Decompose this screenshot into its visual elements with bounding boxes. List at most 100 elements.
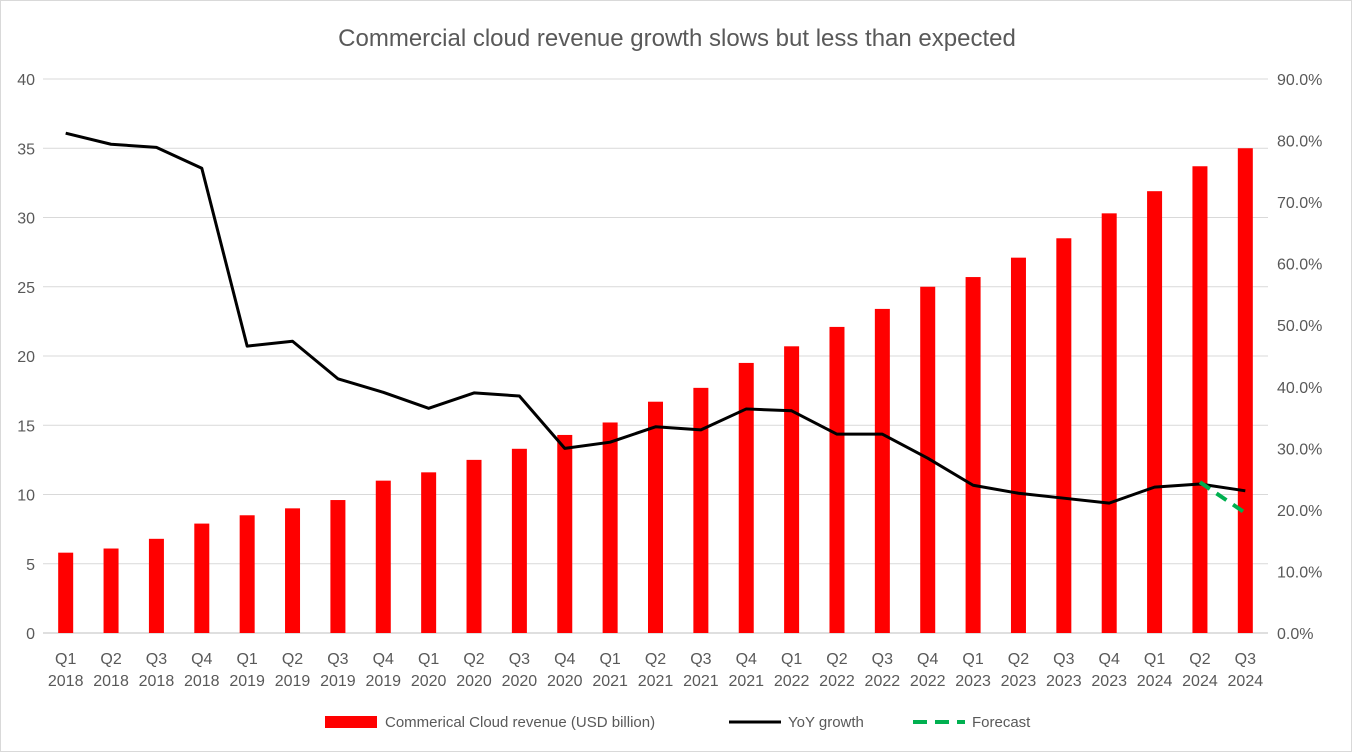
bar (1102, 213, 1117, 633)
x-axis-tick-quarter: Q1 (418, 651, 439, 668)
bar (58, 553, 73, 633)
x-axis-tick-year: 2021 (638, 673, 674, 690)
right-axis-tick-label: 70.0% (1277, 195, 1322, 212)
x-axis-tick-quarter: Q1 (236, 651, 257, 668)
bar (693, 388, 708, 633)
bar (240, 515, 255, 633)
x-axis-tick-year: 2019 (365, 673, 401, 690)
x-axis-tick-quarter: Q1 (781, 651, 802, 668)
x-axis-tick-year: 2018 (184, 673, 220, 690)
left-axis-tick-label: 35 (17, 141, 35, 158)
legend-swatch-revenue (325, 716, 377, 728)
right-axis-tick-label: 60.0% (1277, 257, 1322, 274)
x-axis-tick-quarter: Q2 (1008, 651, 1029, 668)
x-axis-tick-year: 2018 (48, 673, 84, 690)
x-axis-tick-year: 2023 (1001, 673, 1037, 690)
x-axis-tick-quarter: Q3 (690, 651, 711, 668)
x-axis-tick-year: 2023 (1091, 673, 1127, 690)
bar (1147, 191, 1162, 633)
x-axis-tick-quarter: Q4 (736, 651, 757, 668)
legend-label-yoy: YoY growth (788, 714, 864, 731)
bar (285, 508, 300, 633)
legend-label-revenue: Commerical Cloud revenue (USD billion) (385, 714, 655, 731)
x-axis-tick-year: 2020 (502, 673, 538, 690)
left-axis-tick-label: 15 (17, 418, 35, 435)
bar (421, 472, 436, 633)
x-axis-tick-year: 2023 (1046, 673, 1082, 690)
x-axis-tick-quarter: Q2 (826, 651, 847, 668)
x-axis-tick-year: 2021 (683, 673, 719, 690)
left-axis-tick-label: 40 (17, 72, 35, 89)
x-axis-tick-year: 2021 (728, 673, 764, 690)
bar (557, 435, 572, 633)
left-axis-tick-label: 10 (17, 488, 35, 505)
x-axis-tick-quarter: Q4 (917, 651, 938, 668)
bar (648, 402, 663, 633)
bar (603, 422, 618, 633)
right-axis-tick-label: 10.0% (1277, 564, 1322, 581)
bar (875, 309, 890, 633)
x-axis-tick-quarter: Q3 (1053, 651, 1074, 668)
x-axis-tick-year: 2024 (1137, 673, 1173, 690)
x-axis-tick-year: 2024 (1182, 673, 1218, 690)
x-axis-tick-year: 2022 (865, 673, 901, 690)
x-axis-tick-quarter: Q4 (554, 651, 575, 668)
legend-label-forecast: Forecast (972, 714, 1031, 731)
bar (1192, 166, 1207, 633)
right-axis-tick-label: 90.0% (1277, 72, 1322, 89)
left-axis-tick-label: 5 (26, 557, 35, 574)
x-axis-tick-quarter: Q1 (599, 651, 620, 668)
bar (739, 363, 754, 633)
right-axis-tick-label: 50.0% (1277, 318, 1322, 335)
x-axis-tick-quarter: Q2 (1189, 651, 1210, 668)
bar (1238, 148, 1253, 633)
x-axis-tick-year: 2022 (774, 673, 810, 690)
x-axis-tick-year: 2018 (93, 673, 129, 690)
bar (467, 460, 482, 633)
x-axis-tick-quarter: Q3 (146, 651, 167, 668)
x-axis-tick-quarter: Q4 (191, 651, 212, 668)
x-axis-tick-quarter: Q1 (1144, 651, 1165, 668)
x-axis-tick-year: 2019 (320, 673, 356, 690)
bar (1011, 258, 1026, 633)
right-axis-tick-label: 20.0% (1277, 503, 1322, 520)
x-axis-tick-quarter: Q1 (55, 651, 76, 668)
legend: Commerical Cloud revenue (USD billion) Y… (325, 714, 1031, 731)
bar (784, 346, 799, 633)
x-axis-tick-year: 2020 (456, 673, 492, 690)
x-axis-tick-quarter: Q3 (509, 651, 530, 668)
left-axis-tick-label: 0 (26, 626, 35, 643)
x-axis-tick-quarter: Q1 (962, 651, 983, 668)
x-axis-tick-year: 2019 (229, 673, 265, 690)
right-axis-tick-label: 0.0% (1277, 626, 1313, 643)
x-axis-tick-quarter: Q2 (282, 651, 303, 668)
x-axis-tick-quarter: Q4 (1099, 651, 1120, 668)
x-axis-tick-year: 2022 (819, 673, 855, 690)
x-axis-tick-quarter: Q3 (1235, 651, 1256, 668)
x-axis-tick-year: 2020 (547, 673, 583, 690)
chart-title: Commercial cloud revenue growth slows bu… (338, 25, 1016, 52)
x-axis-tick-quarter: Q2 (463, 651, 484, 668)
bar (330, 500, 345, 633)
left-axis-tick-label: 20 (17, 349, 35, 366)
x-axis-tick-year: 2021 (592, 673, 628, 690)
right-axis-tick-label: 30.0% (1277, 441, 1322, 458)
right-axis-tick-label: 80.0% (1277, 134, 1322, 151)
x-axis-tick-year: 2023 (955, 673, 991, 690)
x-axis-tick-year: 2018 (139, 673, 175, 690)
x-axis-tick-year: 2022 (910, 673, 946, 690)
x-axis-tick-quarter: Q4 (373, 651, 394, 668)
bar (512, 449, 527, 633)
x-axis-tick-quarter: Q2 (100, 651, 121, 668)
right-axis-tick-label: 40.0% (1277, 380, 1322, 397)
x-axis-tick-quarter: Q2 (645, 651, 666, 668)
x-axis-tick-year: 2024 (1228, 673, 1264, 690)
left-axis-tick-label: 30 (17, 211, 35, 228)
x-axis-tick-year: 2020 (411, 673, 447, 690)
bar (376, 481, 391, 633)
left-axis-tick-label: 25 (17, 280, 35, 297)
bar-series (58, 148, 1253, 633)
x-axis-tick-quarter: Q3 (327, 651, 348, 668)
